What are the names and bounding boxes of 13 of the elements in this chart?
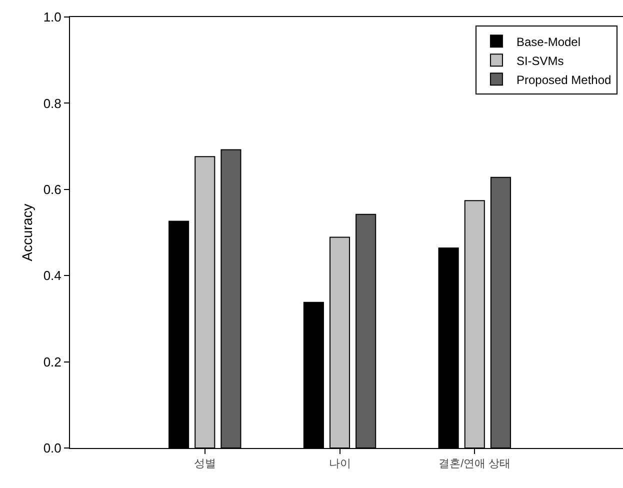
y-tick-label: 0.6 — [43, 182, 62, 197]
x-tick-label: 결혼/연애 상태 — [438, 458, 511, 470]
y-tick-label: 0.4 — [43, 268, 62, 284]
y-axis-title: Accuracy — [19, 204, 35, 262]
legend-label: SI-SVMs — [516, 54, 564, 68]
legend-label: Proposed Method — [516, 72, 612, 87]
y-tick-label: 0.0 — [43, 440, 62, 456]
y-tick-label: 1.0 — [43, 10, 62, 25]
x-tick-label: 성별 — [194, 458, 216, 470]
legend-label: Base-Model — [516, 34, 580, 49]
y-tick-label: 0.8 — [43, 96, 62, 111]
y-tick-label: 0.2 — [43, 354, 62, 370]
x-tick-label: 나이 — [328, 458, 351, 470]
